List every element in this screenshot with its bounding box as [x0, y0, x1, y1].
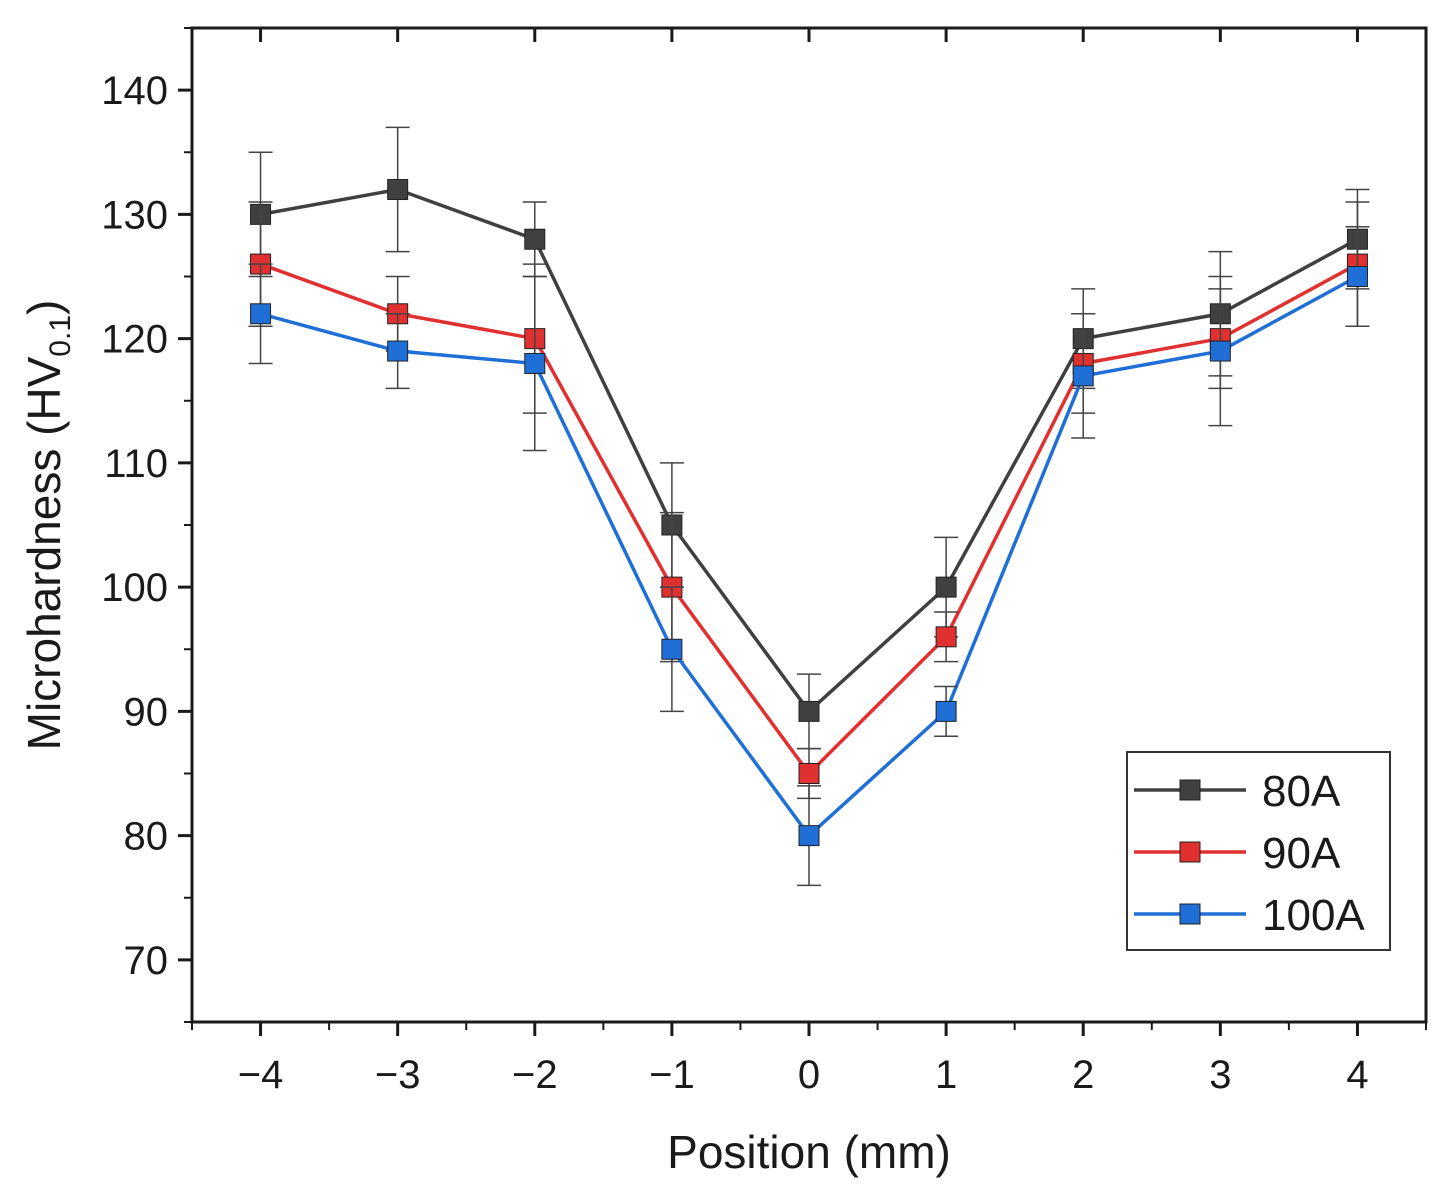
- legend-label: 100A: [1262, 891, 1365, 940]
- data-point: [387, 179, 409, 201]
- x-axis-ticks: −4 −3 −2 −1 0 1 2 3 4: [191, 28, 1427, 1097]
- y-tick-label: 140: [101, 69, 168, 113]
- y-tick-label: 130: [101, 193, 168, 237]
- y-tick-label: 90: [124, 690, 169, 734]
- legend-marker: [1179, 779, 1201, 801]
- x-tick-label: 4: [1346, 1053, 1368, 1097]
- data-point: [661, 638, 683, 660]
- legend: 80A 90A 100A: [1126, 751, 1391, 951]
- legend-items: 80A 90A 100A: [1134, 767, 1365, 940]
- data-point: [250, 303, 272, 325]
- x-tick-label: 1: [935, 1053, 957, 1097]
- x-tick-label: 2: [1072, 1053, 1094, 1097]
- series-100A: [248, 226, 1370, 887]
- data-point: [935, 576, 957, 598]
- x-tick-label: −4: [238, 1053, 284, 1097]
- data-point: [1346, 266, 1368, 287]
- data-point: [935, 700, 957, 722]
- data-point: [798, 700, 820, 722]
- x-tick-label: 0: [798, 1053, 820, 1097]
- y-axis-title-close: ): [18, 300, 70, 315]
- data-point: [798, 825, 820, 847]
- data-point: [1072, 365, 1094, 387]
- legend-label: 80A: [1262, 767, 1341, 816]
- legend-marker: [1179, 841, 1201, 863]
- data-point: [935, 626, 957, 648]
- y-axis-title-subscript: 0.1: [44, 315, 77, 357]
- data-point: [524, 228, 546, 250]
- y-tick-label: 80: [124, 815, 169, 859]
- data-point: [387, 340, 409, 362]
- x-tick-label: −2: [512, 1053, 558, 1097]
- data-point: [524, 352, 546, 374]
- y-axis-title-main: Microhardness (HV: [18, 356, 70, 750]
- y-axis-ticks: 70 80 90 100 110 120 130 140: [101, 27, 192, 1023]
- series-layer: [248, 126, 1370, 887]
- x-axis-title: Position (mm): [667, 1126, 951, 1178]
- y-tick-label: 120: [101, 318, 168, 362]
- y-tick-label: 70: [124, 939, 169, 983]
- data-point: [1209, 340, 1231, 362]
- y-tick-label: 110: [104, 442, 168, 486]
- legend-marker: [1179, 903, 1201, 925]
- data-point: [798, 763, 820, 784]
- x-tick-label: −3: [375, 1053, 421, 1097]
- x-tick-label: −1: [649, 1053, 695, 1097]
- x-tick-label: 3: [1209, 1053, 1231, 1097]
- y-axis-title: Microhardness (HV0.1): [18, 300, 77, 751]
- y-tick-label: 100: [101, 566, 168, 610]
- legend-label: 90A: [1262, 829, 1341, 878]
